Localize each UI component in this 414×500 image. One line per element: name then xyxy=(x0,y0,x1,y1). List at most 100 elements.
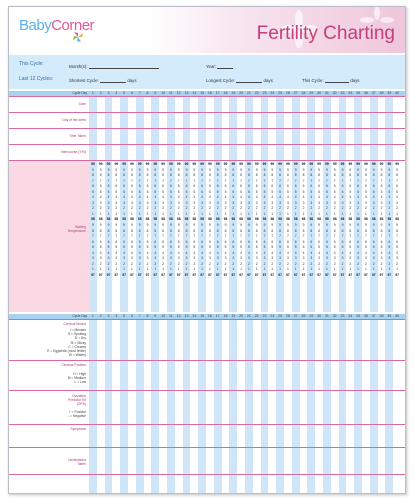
temperature-cell[interactable]: 4 xyxy=(286,195,289,200)
temperature-cell[interactable]: 2 xyxy=(185,261,188,266)
temperature-cell[interactable]: 2 xyxy=(388,261,391,266)
lower-day-column[interactable] xyxy=(174,314,183,493)
temperature-cell[interactable]: 2 xyxy=(154,206,157,211)
temperature-cell[interactable]: 6 xyxy=(169,239,172,244)
temperature-cell[interactable]: 99 xyxy=(301,162,306,166)
temperature-cell[interactable]: 4 xyxy=(380,250,383,255)
temperature-cell[interactable]: 9 xyxy=(380,167,383,172)
lower-day-column[interactable] xyxy=(135,314,144,493)
temperature-cell[interactable]: 6 xyxy=(177,239,180,244)
upper-day-column[interactable] xyxy=(167,91,175,312)
temperature-cell[interactable]: 4 xyxy=(177,195,180,200)
temperature-cell[interactable]: 6 xyxy=(232,239,235,244)
temperature-cell[interactable]: 3 xyxy=(107,200,110,205)
temperature-cell[interactable]: 4 xyxy=(364,195,367,200)
temperature-cell[interactable]: 1 xyxy=(162,211,164,216)
temperature-cell[interactable]: 6 xyxy=(99,239,102,244)
temperature-cell[interactable]: 6 xyxy=(318,184,320,189)
temperature-cell[interactable]: 97 xyxy=(223,272,228,277)
temperature-cell[interactable]: 2 xyxy=(99,261,102,266)
temperature-cell[interactable]: 8 xyxy=(380,228,383,233)
temperature-cell[interactable]: 9 xyxy=(271,223,274,228)
temperature-cell[interactable]: 8 xyxy=(318,228,320,233)
temperature-cell[interactable]: 6 xyxy=(201,239,203,244)
temperature-cell[interactable]: 3 xyxy=(185,256,188,261)
temperature-cell[interactable]: 4 xyxy=(286,250,289,255)
temperature-cell[interactable]: 5 xyxy=(99,245,102,250)
temperature-column[interactable]: 99 9 8 7 6 5 4 3 2 1 98 9 8 7 6 5 4 3 2 1 97 xyxy=(307,162,315,278)
temperature-cell[interactable]: 1 xyxy=(91,267,94,272)
temperature-cell[interactable]: 1 xyxy=(240,267,242,272)
temperature-cell[interactable]: 6 xyxy=(341,184,344,189)
temperature-cell[interactable]: 3 xyxy=(201,256,203,261)
upper-day-column[interactable] xyxy=(143,91,152,312)
temperature-cell[interactable]: 4 xyxy=(388,250,391,255)
temperature-cell[interactable]: 7 xyxy=(123,178,125,183)
temperature-cell[interactable]: 9 xyxy=(162,167,164,172)
temperature-cell[interactable]: 9 xyxy=(193,223,196,228)
temperature-cell[interactable]: 8 xyxy=(130,228,133,233)
temperature-cell[interactable]: 9 xyxy=(216,167,219,172)
temperature-cell[interactable]: 6 xyxy=(349,239,352,244)
temperature-cell[interactable]: 3 xyxy=(364,200,367,205)
temperature-cell[interactable]: 98 xyxy=(293,217,298,222)
temperature-cell[interactable]: 4 xyxy=(271,250,274,255)
temperature-cell[interactable]: 3 xyxy=(325,256,328,261)
temperature-cell[interactable]: 1 xyxy=(123,267,125,272)
temperature-cell[interactable]: 9 xyxy=(130,167,133,172)
upper-day-column[interactable] xyxy=(237,91,245,312)
temperature-cell[interactable]: 7 xyxy=(349,178,352,183)
temperature-cell[interactable]: 4 xyxy=(364,250,367,255)
upper-day-column[interactable] xyxy=(346,91,355,312)
temperature-cell[interactable]: 4 xyxy=(91,195,94,200)
temperature-cell[interactable]: 7 xyxy=(372,178,375,183)
temperature-cell[interactable]: 7 xyxy=(318,234,320,239)
temperature-cell[interactable]: 6 xyxy=(224,184,227,189)
temperature-cell[interactable]: 5 xyxy=(286,245,289,250)
temperature-cell[interactable]: 2 xyxy=(99,206,102,211)
temperature-cell[interactable]: 5 xyxy=(201,189,203,194)
temperature-column[interactable]: 99 9 8 7 6 5 4 3 2 1 98 9 8 7 6 5 4 3 2 1 97 xyxy=(222,162,230,278)
temperature-column[interactable]: 99 9 8 7 6 5 4 3 2 1 98 9 8 7 6 5 4 3 2 1 97 xyxy=(370,162,378,278)
temperature-cell[interactable]: 9 xyxy=(115,167,118,172)
temperature-cell[interactable]: 5 xyxy=(349,245,352,250)
temperature-cell[interactable]: 6 xyxy=(162,239,164,244)
temperature-cell[interactable]: 1 xyxy=(286,211,289,216)
temperature-cell[interactable]: 98 xyxy=(98,217,103,222)
months-blank[interactable] xyxy=(88,65,159,69)
temperature-cell[interactable]: 8 xyxy=(325,173,328,178)
temperature-cell[interactable]: 99 xyxy=(247,162,251,166)
temperature-cell[interactable]: 5 xyxy=(263,245,266,250)
temperature-cell[interactable]: 9 xyxy=(341,167,344,172)
temperature-cell[interactable]: 8 xyxy=(138,228,141,233)
temperature-cell[interactable]: 5 xyxy=(130,245,133,250)
temperature-cell[interactable]: 9 xyxy=(357,167,359,172)
temperature-cell[interactable]: 8 xyxy=(318,173,320,178)
temperature-cell[interactable]: 8 xyxy=(185,173,188,178)
temperature-cell[interactable]: 9 xyxy=(341,223,344,228)
temperature-cell[interactable]: 4 xyxy=(232,250,235,255)
temperature-cell[interactable]: 6 xyxy=(271,184,274,189)
temperature-cell[interactable]: 7 xyxy=(247,234,250,239)
temperature-cell[interactable]: 5 xyxy=(396,245,398,250)
temperature-cell[interactable]: 8 xyxy=(294,228,297,233)
temperature-cell[interactable]: 8 xyxy=(169,173,172,178)
temperature-cell[interactable]: 7 xyxy=(99,234,102,239)
upper-day-column[interactable] xyxy=(276,91,284,312)
temperature-cell[interactable]: 3 xyxy=(396,200,398,205)
temperature-cell[interactable]: 1 xyxy=(232,211,235,216)
temperature-cell[interactable]: 8 xyxy=(396,173,398,178)
temperature-cell[interactable]: 8 xyxy=(325,228,328,233)
temperature-cell[interactable]: 1 xyxy=(154,211,157,216)
temperature-column[interactable]: 99 9 8 7 6 5 4 3 2 1 98 9 8 7 6 5 4 3 2 1 97 xyxy=(300,162,308,278)
temperature-column[interactable]: 99 9 8 7 6 5 4 3 2 1 98 9 8 7 6 5 4 3 2 1 97 xyxy=(339,162,347,278)
temperature-cell[interactable]: 3 xyxy=(193,256,196,261)
temperature-cell[interactable]: 9 xyxy=(302,167,305,172)
temperature-column[interactable]: 99 9 8 7 6 5 4 3 2 1 98 9 8 7 6 5 4 3 2 1 97 xyxy=(315,162,323,278)
temperature-cell[interactable]: 9 xyxy=(247,167,250,172)
temperature-cell[interactable]: 9 xyxy=(224,167,227,172)
upper-day-column[interactable] xyxy=(315,91,323,312)
temperature-cell[interactable]: 1 xyxy=(357,267,359,272)
temperature-cell[interactable]: 7 xyxy=(294,234,297,239)
temperature-cell[interactable]: 9 xyxy=(208,167,211,172)
